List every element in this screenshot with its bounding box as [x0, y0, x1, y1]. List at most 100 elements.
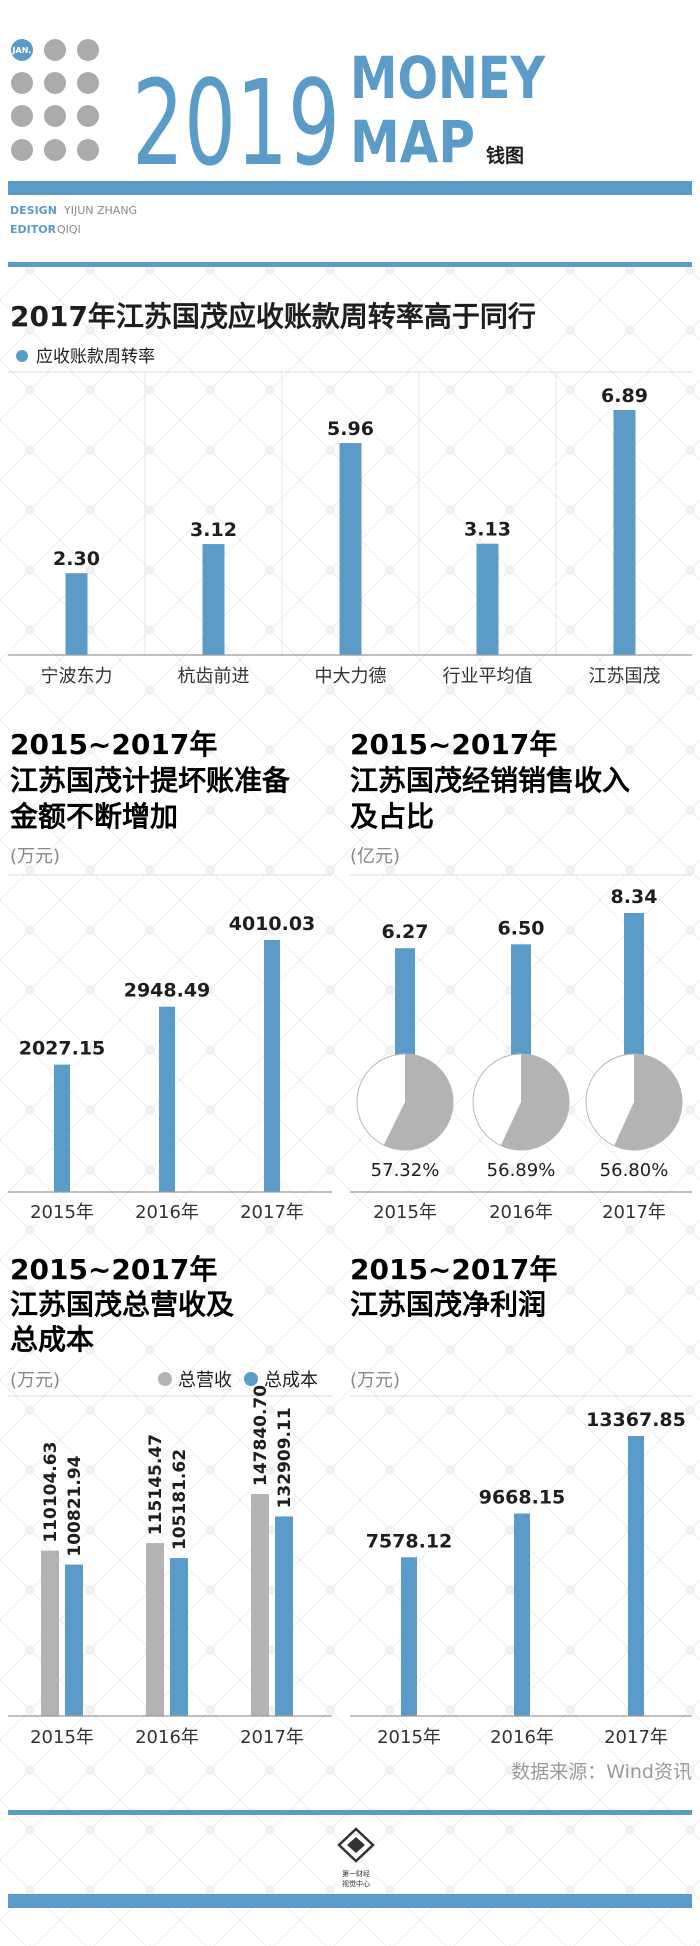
chart5-value-label: 13367.85 — [586, 1409, 686, 1431]
chart1-bar — [476, 543, 499, 655]
chart1-legend-marker — [16, 350, 28, 362]
chart2-bar — [159, 1006, 175, 1192]
chart3-title-line1: 2015~2017年 — [350, 728, 557, 761]
chart4-legend-marker-cost — [244, 1372, 258, 1386]
chart-revenue-and-cost: 2015~2017年 江苏国茂总营收及 总成本 (万元) 总营收 总成本 110… — [8, 1253, 332, 1748]
chart5-bar — [628, 1436, 644, 1716]
chart1-value-label: 5.96 — [327, 418, 374, 440]
chart3-category-label: 2016年 — [489, 1202, 553, 1223]
footer-rule-bottom — [8, 1894, 692, 1908]
chart1-value-label: 2.30 — [53, 548, 100, 570]
chart3-pie-share-slice — [383, 1054, 453, 1150]
chart4-category-label: 2015年 — [30, 1727, 94, 1748]
chart3-title-line2: 江苏国茂经销销售收入 — [350, 764, 630, 797]
chart3-bar — [624, 913, 644, 1055]
chart5-category-label: 2015年 — [377, 1727, 441, 1748]
chart2-category-label: 2017年 — [240, 1202, 304, 1223]
chart4-value-label-revenue: 147840.70 — [251, 1385, 271, 1486]
chart4-bar-cost — [65, 1564, 83, 1716]
chart3-bar — [395, 948, 415, 1055]
chart2-bar — [264, 940, 280, 1192]
chart4-category-label: 2016年 — [135, 1727, 199, 1748]
publisher-logo-icon — [337, 1827, 375, 1863]
editor-label: EDITOR — [10, 223, 57, 236]
chart2-bar — [54, 1064, 70, 1192]
chart3-value-label: 8.34 — [611, 886, 658, 908]
chart1-category-label: 中大力德 — [315, 666, 387, 687]
chart2-title-line2: 江苏国茂计提坏账准备 — [10, 764, 291, 797]
chart4-bar-revenue — [41, 1550, 59, 1716]
chart2-title-line1: 2015~2017年 — [10, 728, 217, 761]
chart1-bar — [202, 544, 225, 655]
logo-text-line2: 视觉中心 — [342, 1879, 370, 1888]
chart4-value-label-revenue: 110104.63 — [41, 1442, 61, 1543]
header-rule — [8, 181, 692, 195]
chart3-share-label: 57.32% — [371, 1160, 440, 1181]
chart2-title-line3: 金额不断增加 — [9, 800, 178, 833]
chart5-title-line1: 2015~2017年 — [350, 1253, 557, 1286]
chart2-value-label: 2027.15 — [19, 1038, 106, 1060]
chart1-bar — [339, 443, 362, 655]
chart1-gridlines — [144, 372, 557, 655]
chart4-bar-cost — [170, 1558, 188, 1716]
header-year: 2019 — [132, 54, 340, 192]
chart4-title-line1: 2015~2017年 — [10, 1253, 217, 1286]
chart4-value-label-cost: 100821.94 — [65, 1455, 85, 1556]
chart1-legend-label: 应收账款周转率 — [36, 347, 155, 367]
chart2-category-label: 2016年 — [135, 1202, 199, 1223]
chart5-bars: 7578.12 2015年 9668.15 2016年 13367.85 2017年 — [366, 1409, 686, 1748]
chart4-value-label-cost: 105181.62 — [170, 1449, 190, 1550]
chart5-category-label: 2017年 — [604, 1727, 668, 1748]
footer-rule-top — [8, 1810, 692, 1815]
chart5-bar — [401, 1557, 417, 1716]
header-subtitle: 钱图 — [486, 144, 524, 167]
chart3-pie-share-slice — [614, 1054, 683, 1150]
footer: 数据来源：Wind资讯 第一财经 视觉中心 — [8, 1761, 692, 1908]
chart1-category-label: 行业平均值 — [443, 666, 533, 687]
editor-name: QIQI — [57, 223, 81, 236]
chart4-title-line3: 总成本 — [10, 1323, 94, 1356]
header: JAN. 2019 MONEY MAP 钱图 DESIGN YIJUN ZHAN… — [8, 39, 692, 267]
chart4-value-label-revenue: 115145.47 — [146, 1434, 166, 1535]
chart1-category-label: 宁波东力 — [41, 666, 113, 687]
chart2-category-label: 2015年 — [30, 1202, 94, 1223]
header-title-line1: MONEY — [350, 44, 546, 112]
chart5-category-label: 2016年 — [490, 1727, 554, 1748]
chart3-bars: 6.27 57.32% 2015年 6.50 56.89% 2016年 8.34 56.80%… — [356, 886, 683, 1223]
chart-bad-debt-provision: 2015~2017年 江苏国茂计提坏账准备 金额不断增加 (万元) 2027.1… — [8, 728, 332, 1223]
chart3-title-line3: 及占比 — [350, 800, 434, 833]
chart1-value-label: 6.89 — [601, 385, 648, 407]
chart1-bar — [65, 573, 88, 655]
chart2-bars: 2027.15 2015年 2948.49 2016年 4010.03 2017年 — [19, 913, 316, 1223]
chart5-title-line2: 江苏国茂净利润 — [350, 1288, 546, 1321]
chart1-category-label: 江苏国茂 — [589, 666, 661, 687]
chart-net-profit: 2015~2017年 江苏国茂净利润 (万元) 7578.12 2015年 9668… — [350, 1253, 692, 1748]
chart1-bar — [613, 410, 636, 655]
chart3-share-label: 56.80% — [600, 1160, 669, 1181]
chart3-value-label: 6.50 — [498, 917, 545, 939]
chart5-value-label: 7578.12 — [366, 1530, 453, 1552]
chart2-unit: (万元) — [10, 846, 60, 867]
dot-grid-decoration — [11, 39, 99, 161]
chart4-bar-revenue — [251, 1494, 269, 1716]
chart2-value-label: 4010.03 — [229, 913, 316, 935]
chart4-unit: (万元) — [10, 1370, 60, 1391]
chart3-category-label: 2017年 — [602, 1202, 666, 1223]
design-label: DESIGN — [10, 204, 57, 217]
chart3-bar — [511, 944, 531, 1055]
chart3-category-label: 2015年 — [373, 1202, 437, 1223]
data-source: 数据来源：Wind资讯 — [511, 1761, 692, 1783]
chart5-bar — [514, 1513, 530, 1716]
chart1-bars: 2.30 宁波东力 3.12 杭齿前进 5.96 中大力德 3.13 行业平均值 6.89 江苏国… — [41, 385, 661, 687]
chart5-unit: (万元) — [350, 1370, 400, 1391]
chart1-value-label: 3.12 — [190, 519, 237, 541]
chart3-value-label: 6.27 — [382, 921, 429, 943]
logo-text-line1: 第一财经 — [342, 1869, 370, 1878]
design-name: YIJUN ZHANG — [63, 204, 137, 217]
chart3-pie-share-slice — [500, 1054, 570, 1150]
chart4-value-label-cost: 132909.11 — [275, 1407, 295, 1508]
chart4-category-label: 2017年 — [240, 1727, 304, 1748]
chart4-bar-revenue — [146, 1543, 164, 1716]
chart3-share-label: 56.89% — [487, 1160, 556, 1181]
